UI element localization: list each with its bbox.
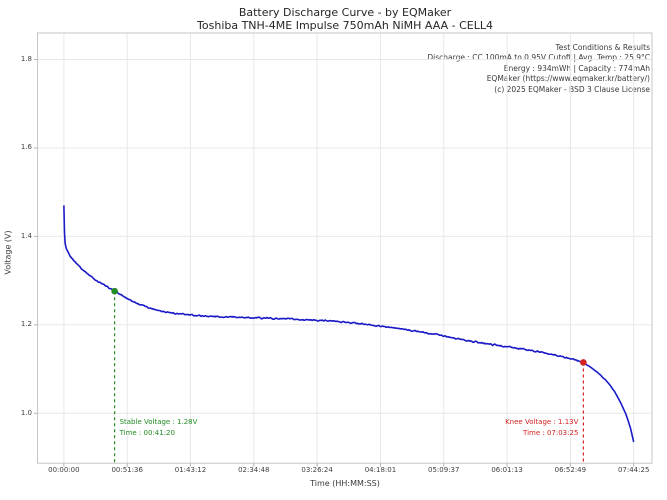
x-axis-label: Time (HH:MM:SS) <box>310 479 380 488</box>
info-line-energy: Energy : 934mWh | Capacity : 774mAh <box>503 63 650 73</box>
y-tick-label: 1.4 <box>20 231 32 240</box>
knee-time-text: Time : 07:03:25 <box>523 428 579 437</box>
y-tick-label: 1.0 <box>20 408 32 417</box>
x-tick-label: 07:44:25 <box>617 466 650 474</box>
x-tick-label: 00:51:36 <box>111 466 143 474</box>
knee-marker <box>580 359 587 366</box>
x-tick-label: 03:26:24 <box>301 466 333 474</box>
chart-title: Battery Discharge Curve - by EQMaker <box>238 6 452 19</box>
x-tick-label: 04:18:01 <box>364 466 397 474</box>
y-tick-label: 1.2 <box>20 320 32 329</box>
stable-marker <box>111 287 118 295</box>
discharge-curve <box>63 205 635 443</box>
info-line-discharge: Discharge : CC 100mA to 0.95V Cutoff | A… <box>427 53 650 63</box>
plot-border <box>37 32 653 464</box>
x-tick-label: 00:00:00 <box>48 466 80 474</box>
info-line-url: EQMaker (https://www.eqmaker.kr/battery/… <box>486 74 650 84</box>
stable-voltage-text: Stable Voltage : 1.28V <box>119 418 198 426</box>
x-tick-label: 06:01:13 <box>491 466 523 474</box>
y-axis-label: Voltage (V) <box>3 230 13 275</box>
info-line-heading: Test Conditions & Results <box>555 43 650 52</box>
chart-subtitle: Toshiba TNH-4ME Impulse 750mAh NiMH AAA … <box>197 19 493 32</box>
info-line-license: (c) 2025 EQMaker - BSD 3 Clause License <box>494 84 650 94</box>
knee-voltage-text: Knee Voltage : 1.13V <box>505 418 579 426</box>
y-tick-label: 1.6 <box>20 143 32 152</box>
test-conditions-box: Test Conditions & Results Discharge : CC… <box>427 43 650 95</box>
x-tick-label: 06:52:49 <box>554 466 587 474</box>
knee-voltage-annotation: Knee Voltage : 1.13V Time : 07:03:25 <box>505 417 578 438</box>
x-tick-label: 05:09:37 <box>428 466 460 474</box>
stable-time-text: Time : 00:41:20 <box>119 428 175 437</box>
stable-voltage-annotation: Stable Voltage : 1.28V Time : 00:41:20 <box>120 417 198 438</box>
x-tick-label: 01:43:12 <box>174 466 207 474</box>
y-tick-label: 1.8 <box>20 55 32 64</box>
x-tick-label: 02:34:48 <box>238 466 270 474</box>
